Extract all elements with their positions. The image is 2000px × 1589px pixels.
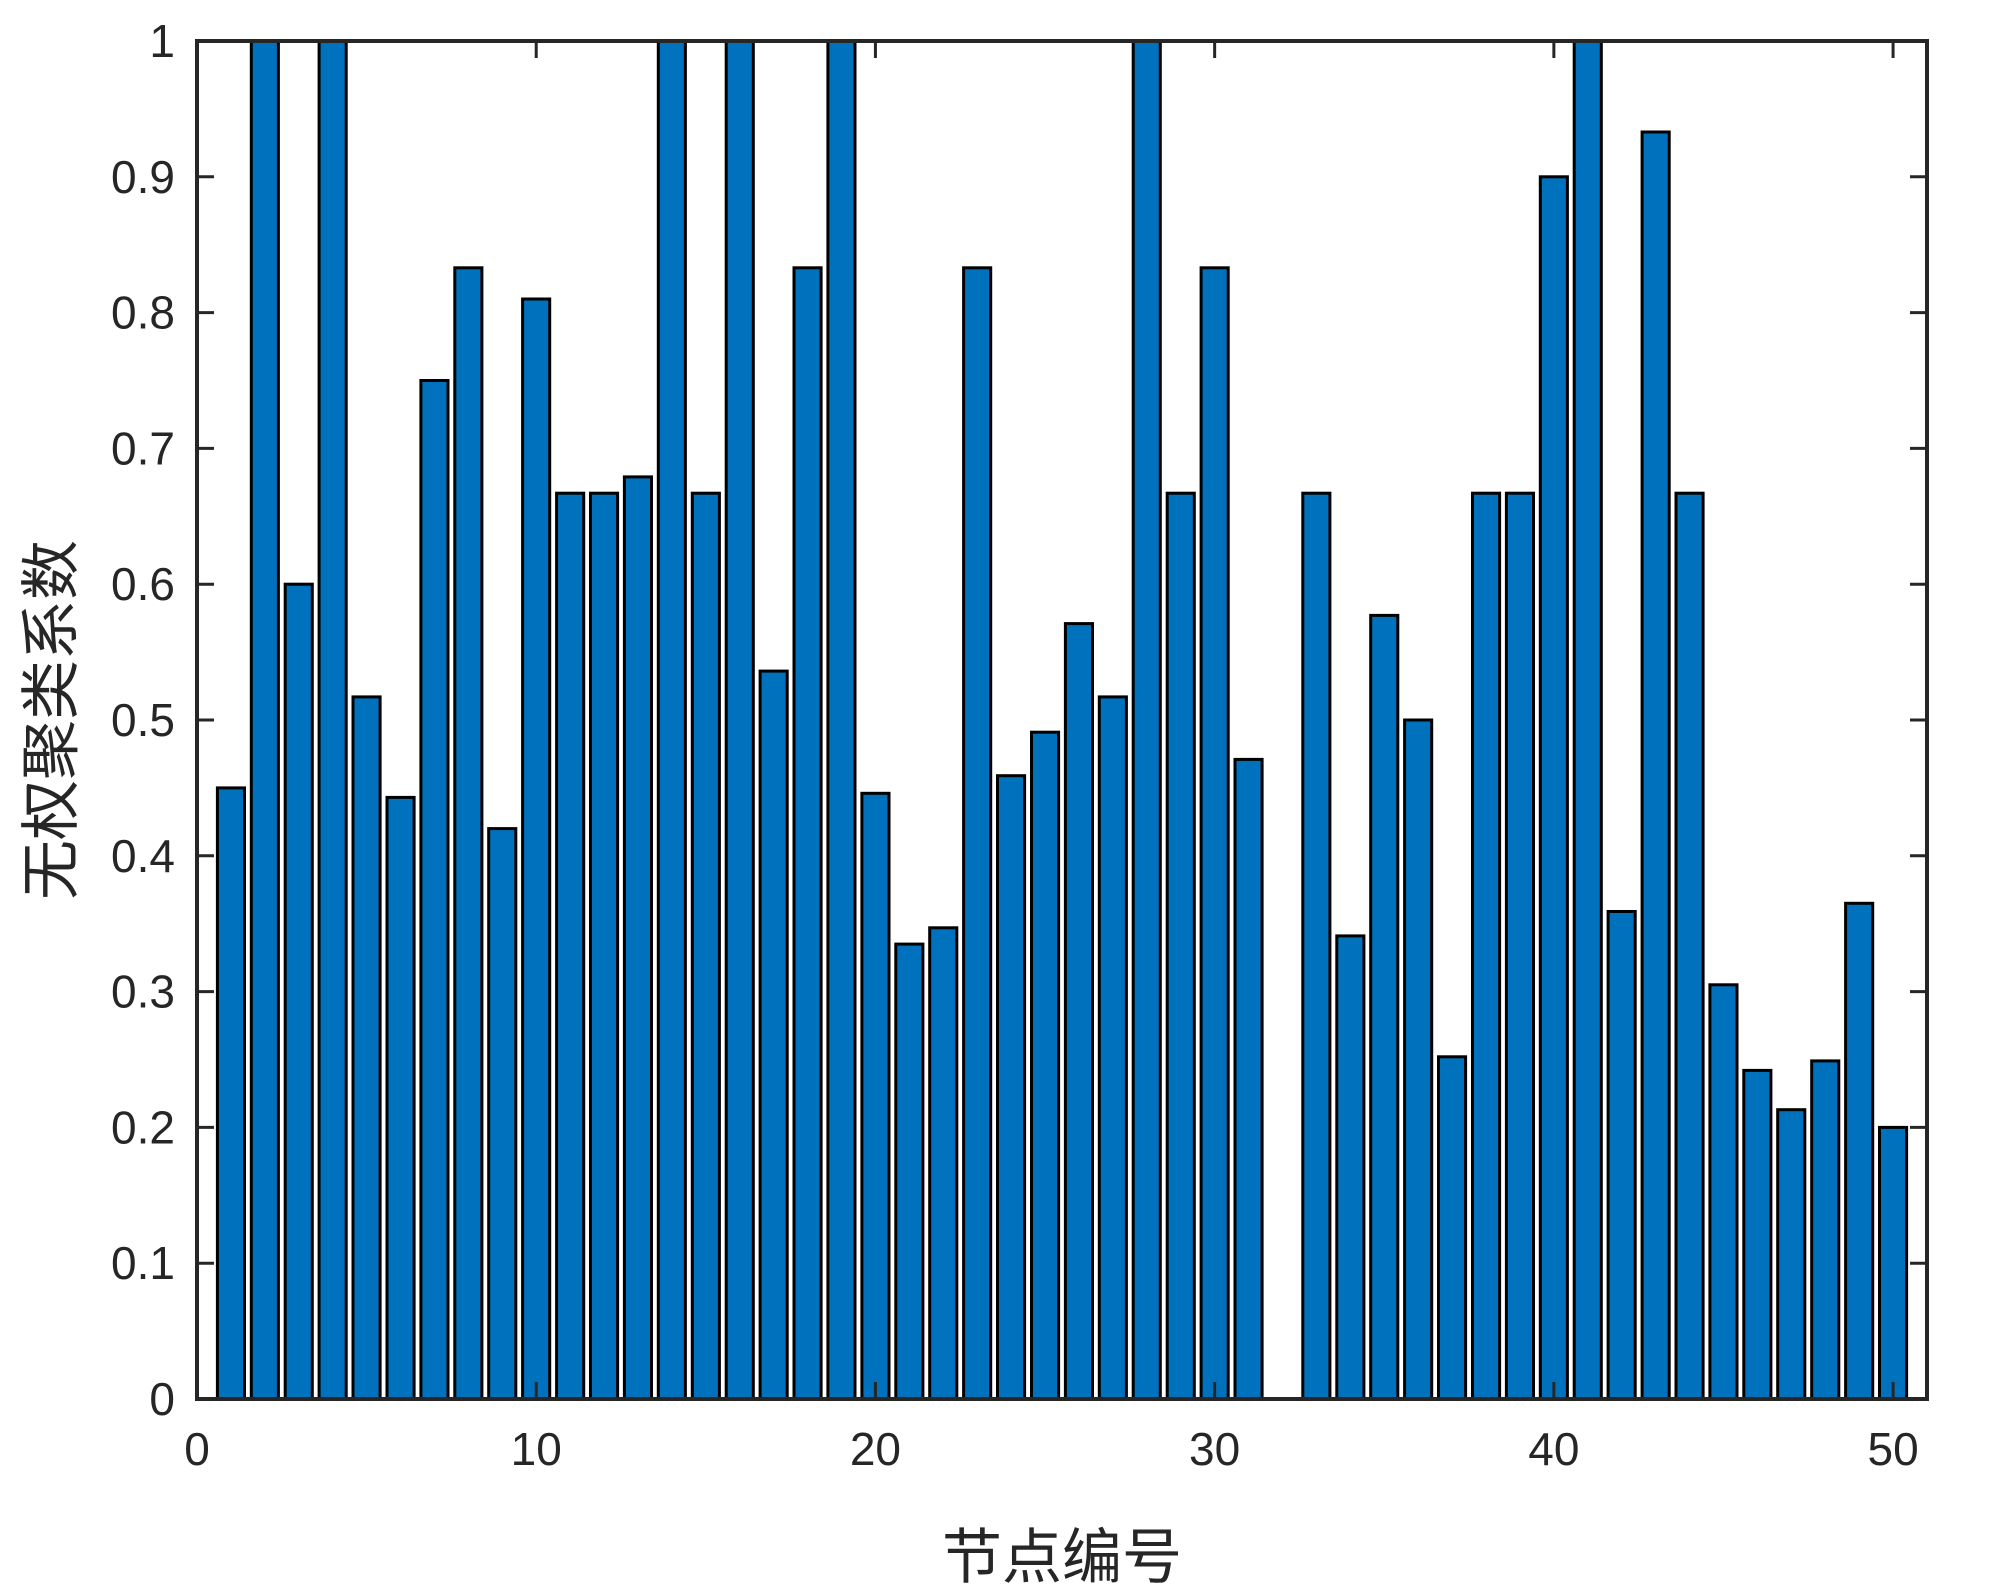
bar-node-20	[860, 791, 891, 1401]
bar-node-45	[1708, 983, 1739, 1401]
bar-node-6	[385, 795, 416, 1401]
bar-node-37	[1437, 1055, 1468, 1401]
bar-node-10	[521, 297, 552, 1401]
bar-node-49	[1844, 901, 1875, 1401]
bar-node-46	[1742, 1068, 1773, 1401]
bar-node-5	[351, 695, 382, 1401]
bar-node-7	[419, 379, 450, 1401]
bar-node-31	[1233, 757, 1264, 1401]
x-tick-label: 10	[511, 1423, 562, 1475]
y-tick-label: 0.3	[111, 966, 175, 1018]
bar-node-41	[1572, 39, 1603, 1401]
bar-node-29	[1165, 491, 1196, 1401]
bar-node-3	[283, 582, 314, 1401]
y-tick-label: 0.4	[111, 830, 175, 882]
bar-node-42	[1606, 910, 1637, 1401]
bar-node-22	[928, 926, 959, 1401]
x-tick-label: 0	[184, 1423, 210, 1475]
y-tick-label: 0.1	[111, 1237, 175, 1289]
y-tick-label: 1	[149, 15, 175, 67]
bar-node-39	[1504, 491, 1536, 1401]
x-axis-title: 节点编号	[942, 1523, 1182, 1589]
x-tick-label: 40	[1528, 1423, 1579, 1475]
bar-node-48	[1810, 1059, 1841, 1401]
bar-node-17	[758, 669, 789, 1401]
y-tick-label: 0.7	[111, 422, 175, 474]
bar-node-47	[1776, 1108, 1807, 1401]
bar-node-16	[724, 39, 755, 1401]
x-tick-label: 20	[850, 1423, 901, 1475]
bar-node-23	[962, 266, 993, 1401]
x-tick-label: 30	[1189, 1423, 1240, 1475]
bar-node-33	[1301, 491, 1332, 1401]
y-tick-label: 0.5	[111, 694, 175, 746]
bar-node-2	[249, 39, 280, 1401]
bar-node-30	[1199, 266, 1230, 1401]
bar-node-44	[1674, 491, 1705, 1401]
bar-node-25	[1030, 730, 1061, 1401]
bar-node-11	[555, 491, 586, 1401]
bar-node-12	[589, 491, 620, 1401]
bar-node-19	[826, 39, 857, 1401]
bar-node-28	[1131, 39, 1162, 1401]
y-axis-title: 无权聚类系数	[17, 540, 87, 900]
y-tick-label: 0.8	[111, 287, 175, 339]
bar-node-43	[1640, 130, 1671, 1401]
bar-node-1	[215, 786, 246, 1401]
y-tick-label: 0.6	[111, 558, 175, 610]
tick-labels-layer: 0 10 20 30 40 50 0 0.1 0.2 0.3 0.4 0.5 0.6 0.7 0.8 0.9 1	[111, 15, 1919, 1475]
ticks-layer	[195, 39, 1927, 1401]
bar-node-36	[1403, 718, 1434, 1401]
bar-node-8	[453, 266, 484, 1401]
bar-node-14	[656, 39, 687, 1401]
bar-node-24	[996, 774, 1027, 1401]
bars-layer	[215, 39, 1909, 1401]
bar-node-38	[1471, 491, 1502, 1401]
bar-node-13	[622, 475, 654, 1401]
bar-node-34	[1335, 934, 1366, 1401]
y-tick-label: 0.2	[111, 1101, 175, 1153]
bar-node-27	[1097, 695, 1128, 1401]
bar-node-21	[894, 942, 925, 1401]
bar-node-40	[1538, 175, 1569, 1401]
bar-node-9	[487, 827, 518, 1401]
bar-node-50	[1878, 1125, 1909, 1401]
bar-node-15	[690, 491, 721, 1401]
bar-node-18	[792, 266, 823, 1401]
y-tick-label: 0	[149, 1373, 175, 1425]
y-tick-label: 0.9	[111, 151, 175, 203]
x-tick-label: 50	[1867, 1423, 1918, 1475]
bar-node-35	[1369, 613, 1400, 1401]
bar-node-4	[317, 39, 348, 1401]
bar-node-26	[1063, 622, 1095, 1401]
